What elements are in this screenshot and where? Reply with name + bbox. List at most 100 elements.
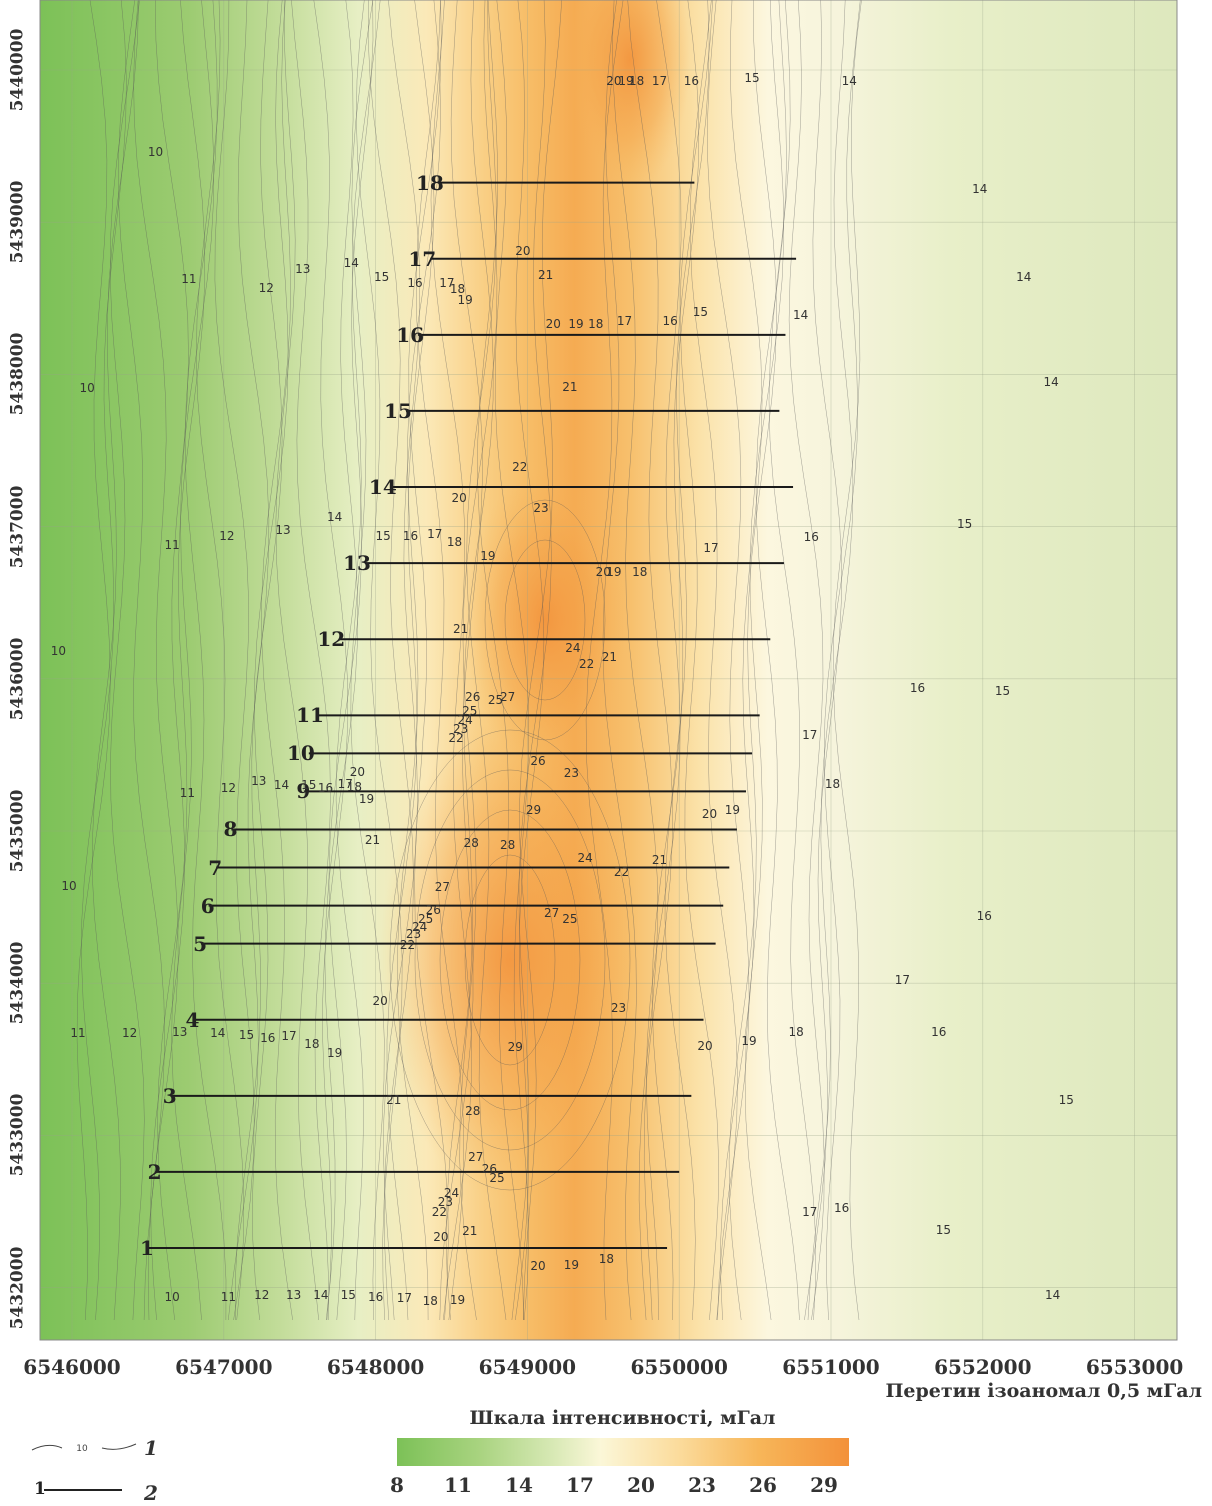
legend-isoline-sample-label: 10 xyxy=(76,1444,88,1454)
profile-label-5: 5 xyxy=(193,931,208,956)
contour-label: 10 xyxy=(79,381,95,396)
contour-label: 22 xyxy=(613,865,630,880)
contour-label: 12 xyxy=(254,1288,270,1303)
contour-label: 28 xyxy=(465,1104,481,1119)
contour-label: 20 xyxy=(349,764,366,779)
contour-label: 16 xyxy=(833,1201,850,1216)
contour-label: 18 xyxy=(629,73,645,88)
isoline xyxy=(415,0,464,1321)
isoline xyxy=(646,0,682,1321)
isoline xyxy=(157,0,206,1321)
contour-label: 24 xyxy=(577,851,593,866)
contour-label: 17 xyxy=(802,728,818,743)
contour-label: 15 xyxy=(956,516,973,531)
contour-label: 18 xyxy=(346,779,362,794)
contour-label: 17 xyxy=(616,314,633,329)
isoline-closed xyxy=(389,729,631,1191)
contour-label: 12 xyxy=(220,781,236,796)
y-tick: 5437000 xyxy=(2,485,32,568)
contour-interval-note: Перетин ізоаномал 0,5 мГал xyxy=(885,1380,1202,1402)
isoline xyxy=(228,0,270,1321)
contour-label: 17 xyxy=(894,973,910,988)
contour-label: 20 xyxy=(697,1038,713,1053)
contour-label: 11 xyxy=(164,537,180,552)
contour-label: 16 xyxy=(407,276,423,291)
contour-label: 16 xyxy=(402,528,419,543)
contour-label: 15 xyxy=(1058,1093,1074,1108)
profile-label-17: 17 xyxy=(408,246,437,271)
y-tick: 5439000 xyxy=(2,181,32,264)
isoline xyxy=(430,0,472,1321)
contour-label: 24 xyxy=(565,641,581,656)
x-tick-label: 6553000 xyxy=(1085,1355,1184,1379)
profile-label-12: 12 xyxy=(317,627,346,652)
profile-label-14: 14 xyxy=(368,475,397,500)
isoline xyxy=(807,0,854,1321)
contour-label: 16 xyxy=(317,781,334,796)
contour-label: 21 xyxy=(601,650,617,665)
isoline xyxy=(386,0,435,1321)
contour-label: 27 xyxy=(544,906,560,921)
contour-label: 13 xyxy=(275,522,291,537)
scale-tick-label: 17 xyxy=(566,1473,594,1497)
contour-label: 16 xyxy=(260,1030,276,1045)
isoline xyxy=(81,0,127,1321)
profile-label-7: 7 xyxy=(208,855,223,880)
isoline xyxy=(252,0,289,1321)
profile-label-4: 4 xyxy=(185,1007,200,1032)
isoline xyxy=(367,0,414,1321)
contour-label: 25 xyxy=(487,693,504,708)
contour-label: 20 xyxy=(530,1259,546,1274)
x-tick-label: 6549000 xyxy=(478,1355,577,1379)
profile-label-18: 18 xyxy=(415,170,444,195)
contour-label: 16 xyxy=(931,1024,947,1039)
contour-label: 22 xyxy=(399,938,416,953)
contour-label: 19 xyxy=(326,1046,343,1061)
isoline xyxy=(171,0,215,1321)
y-tick-label: 5437000 xyxy=(7,485,27,568)
contour-label: 14 xyxy=(792,308,809,323)
isoline xyxy=(679,0,719,1321)
contour-label: 10 xyxy=(164,1289,180,1304)
profile-label-2: 2 xyxy=(147,1159,162,1184)
contour-label: 20 xyxy=(515,244,531,259)
contour-label: 21 xyxy=(651,852,668,867)
isoline xyxy=(383,0,421,1321)
contour-label: 13 xyxy=(172,1024,188,1039)
isoline xyxy=(823,0,861,1321)
x-tick-label: 6546000 xyxy=(23,1355,121,1379)
contour-label: 21 xyxy=(364,833,381,848)
contour-label: 19 xyxy=(741,1034,757,1049)
isoline-closed xyxy=(484,499,606,741)
isoline xyxy=(313,0,349,1321)
y-tick: 5436000 xyxy=(2,637,32,720)
contour-label: 24 xyxy=(443,1186,460,1201)
x-tick-label: 6551000 xyxy=(782,1355,880,1379)
contour-label: 17 xyxy=(651,73,668,88)
contour-label: 26 xyxy=(530,753,546,768)
isoline xyxy=(744,0,785,1321)
contour-label: 22 xyxy=(448,731,464,746)
isoline xyxy=(76,0,111,1321)
y-tick: 5438000 xyxy=(2,332,32,416)
contour-label: 18 xyxy=(788,1024,804,1039)
y-tick: 5434000 xyxy=(2,941,32,1025)
contour-label: 29 xyxy=(507,1040,523,1055)
legend-item-2-number: 2 xyxy=(144,1481,158,1505)
contour-label: 11 xyxy=(70,1026,86,1041)
contour-label: 27 xyxy=(500,690,516,705)
isoline xyxy=(707,0,750,1321)
isoline xyxy=(291,0,331,1321)
contour-label: 10 xyxy=(147,145,164,160)
contour-label: 20 xyxy=(595,565,611,580)
contour-label: 13 xyxy=(251,773,267,788)
contour-label: 17 xyxy=(802,1204,818,1219)
y-tick-label: 5434000 xyxy=(7,941,27,1025)
contour-label: 21 xyxy=(562,379,578,394)
x-tick-label: 6547000 xyxy=(175,1355,273,1379)
y-tick-label: 5432000 xyxy=(7,1246,27,1329)
y-tick-label: 5440000 xyxy=(7,28,27,112)
contour-label: 22 xyxy=(431,1204,447,1219)
y-tick-label: 5438000 xyxy=(7,332,27,416)
